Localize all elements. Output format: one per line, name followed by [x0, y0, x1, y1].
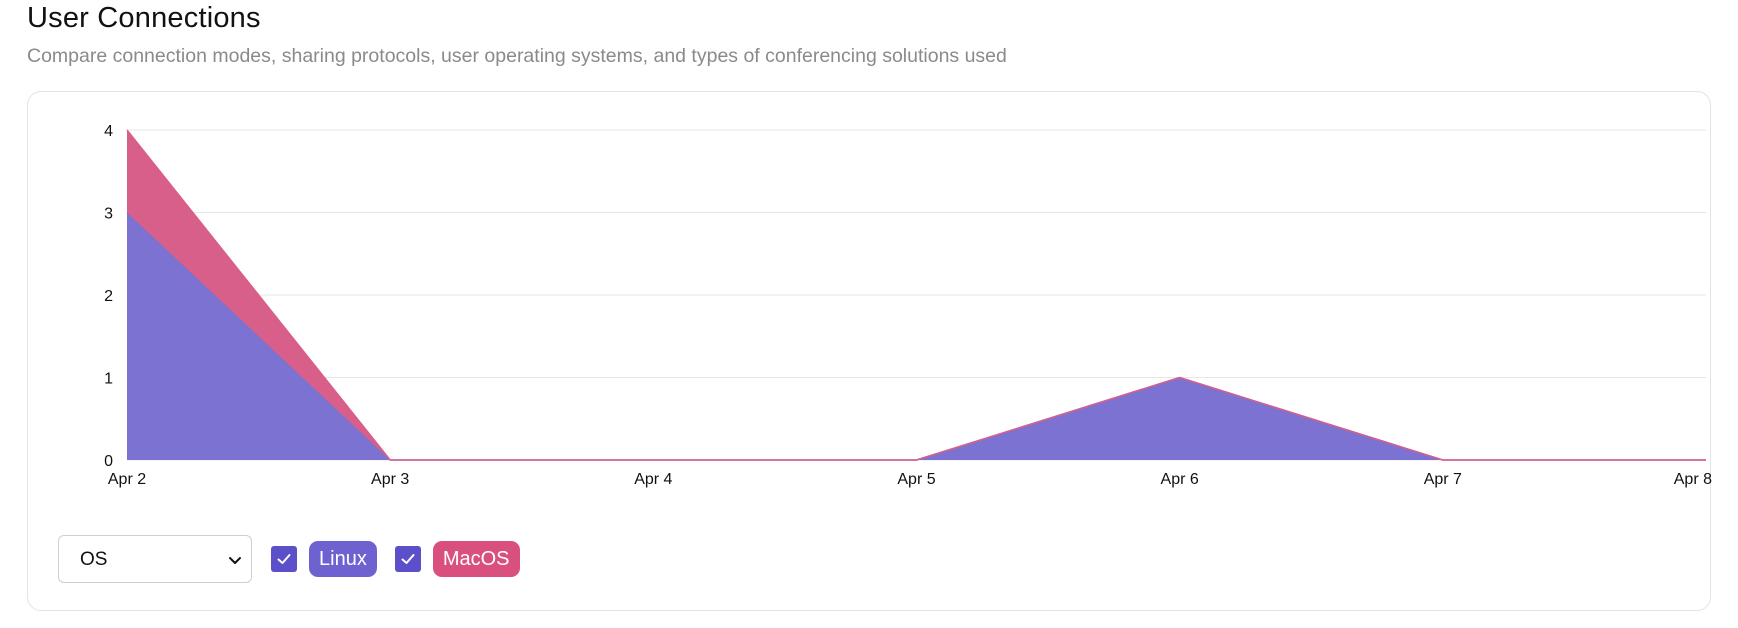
legend-label-linux: Linux — [309, 541, 377, 577]
line-series-macos — [126, 129, 1706, 461]
x-tick-label: Apr 2 — [108, 471, 146, 488]
grouping-select-value: OS — [80, 549, 108, 570]
check-icon — [277, 554, 291, 564]
grouping-select[interactable]: OS — [58, 535, 252, 583]
y-tick-label: 0 — [104, 453, 113, 470]
x-tick-label: Apr 5 — [897, 471, 935, 488]
chart-controls: OS Linux MacOS — [58, 535, 520, 583]
macos-checkbox[interactable] — [394, 546, 421, 572]
x-tick-label: Apr 4 — [634, 471, 672, 488]
x-tick-label: Apr 7 — [1424, 471, 1462, 488]
legend-label-macos: MacOS — [432, 541, 520, 577]
x-tick-label: Apr 8 — [1674, 471, 1712, 488]
page-subtitle: Compare connection modes, sharing protoc… — [27, 45, 1007, 67]
x-tick-label: Apr 6 — [1161, 471, 1199, 488]
area-series-linux — [127, 212, 1706, 460]
chevron-down-icon — [229, 557, 241, 564]
check-icon — [401, 554, 415, 564]
page-title: User Connections — [27, 2, 261, 34]
y-tick-label: 3 — [104, 206, 113, 223]
x-tick-label: Apr 3 — [371, 471, 409, 488]
linux-checkbox[interactable] — [271, 546, 297, 572]
legend-item-macos: MacOS — [394, 541, 520, 577]
y-tick-label: 4 — [104, 123, 113, 140]
chart-card — [27, 91, 1711, 611]
legend-item-linux: Linux — [271, 541, 377, 577]
line-series-linux — [126, 211, 1706, 461]
y-tick-label: 2 — [104, 288, 113, 305]
y-tick-label: 1 — [104, 371, 113, 388]
